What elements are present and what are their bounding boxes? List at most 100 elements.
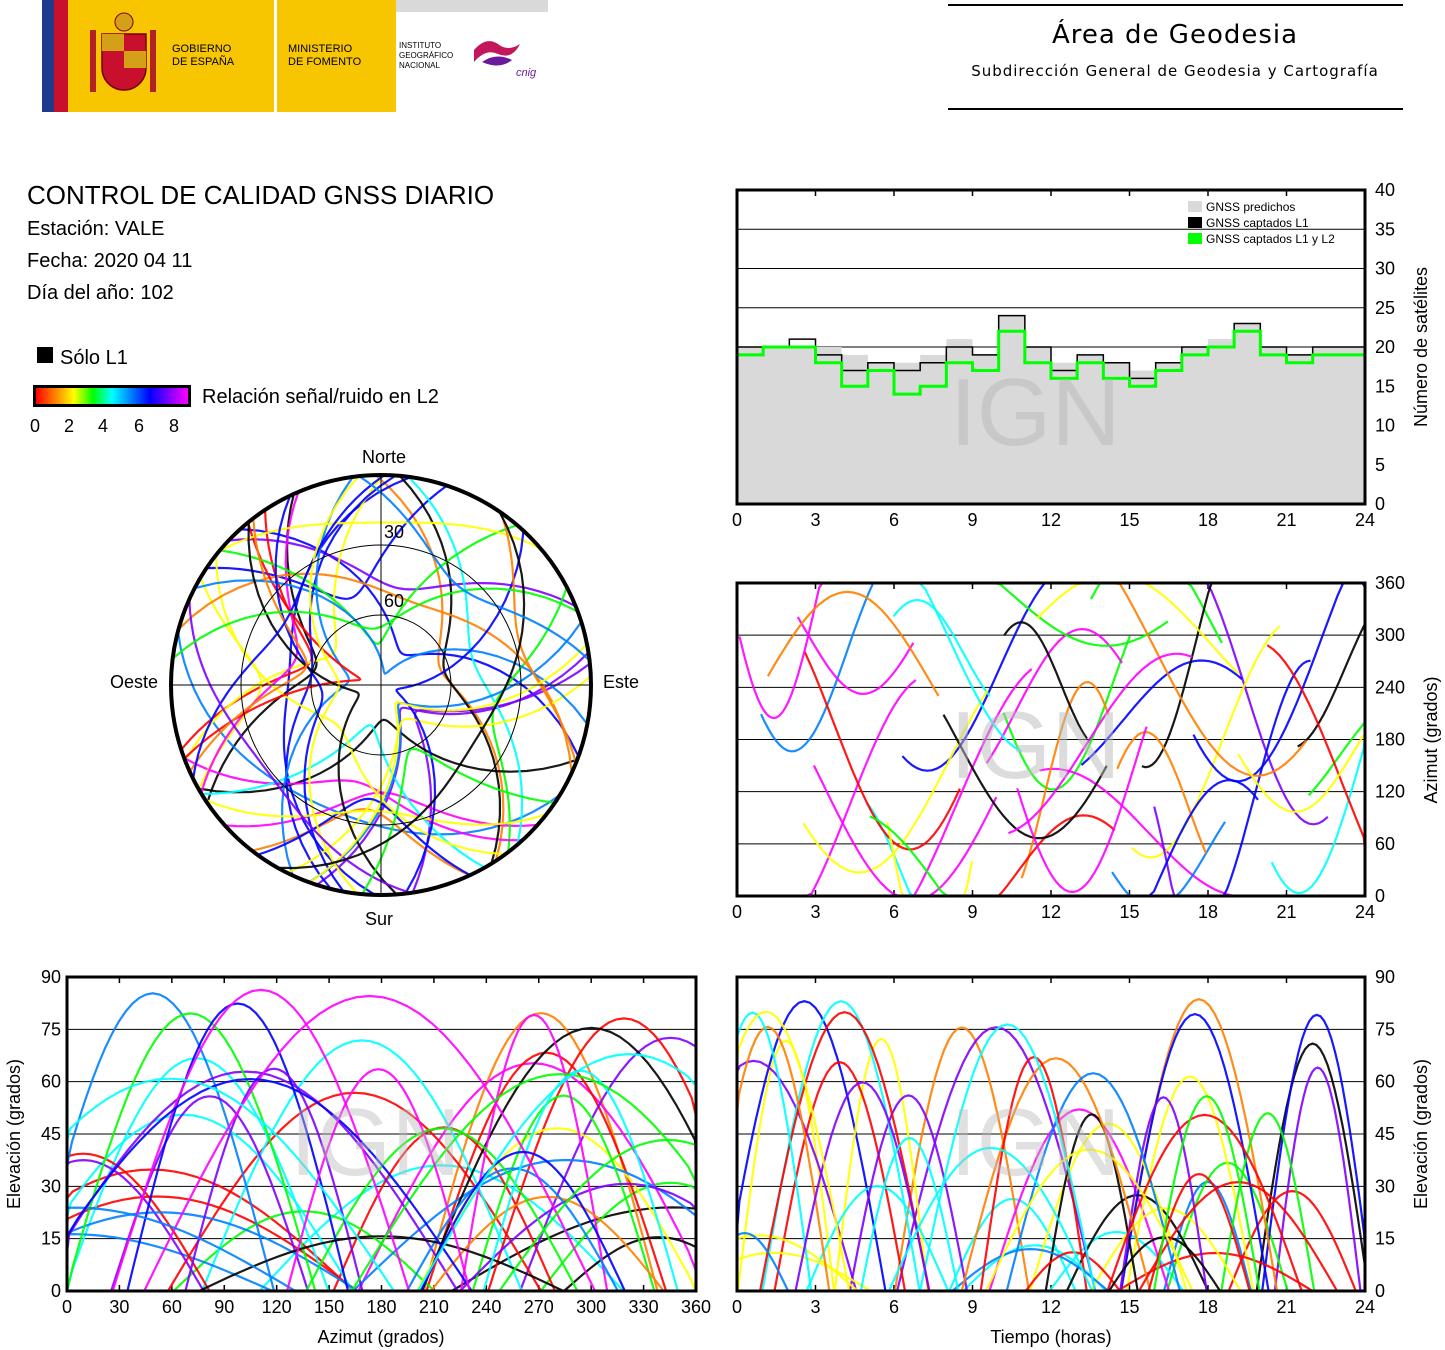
elevation-azimuth-ylabel: Elevación (grados) — [4, 1059, 24, 1209]
x-tick-label: 60 — [162, 1297, 182, 1317]
elevation-time-track — [1273, 1066, 1362, 1292]
sky-track — [240, 528, 580, 757]
azimuth-track — [985, 627, 1123, 764]
azimuth-track — [1192, 581, 1365, 783]
satellite-count-chart: IGN GNSS predichos GNSS captados L1 GNSS… — [732, 180, 1431, 530]
sky-track — [188, 598, 411, 894]
y-tick-label: 10 — [1375, 416, 1395, 436]
elevation-time-track — [805, 1184, 950, 1292]
watermark-ign-3: IGN — [290, 1089, 461, 1196]
elevation-time-track — [1024, 1251, 1121, 1292]
coat-of-arms-icon — [90, 12, 156, 92]
ign-line2: GEOGRÁFICO — [399, 51, 453, 60]
east-label: Este — [603, 672, 639, 692]
y-tick-label: 0 — [1375, 1281, 1385, 1301]
y-tick-label: 15 — [41, 1229, 61, 1249]
y-tick-label: 180 — [1375, 730, 1405, 750]
snr-tick-4: 4 — [98, 416, 109, 436]
elevation-time-track — [988, 1108, 1171, 1292]
x-tick-label: 300 — [576, 1297, 606, 1317]
ign-line3: NACIONAL — [399, 61, 440, 70]
x-tick-label: 18 — [1198, 1297, 1218, 1317]
snr-tick-8: 8 — [169, 416, 180, 436]
y-tick-label: 20 — [1375, 337, 1395, 357]
x-tick-label: 21 — [1276, 1297, 1296, 1317]
legend-predicted: GNSS predichos — [1206, 200, 1295, 214]
elevation-time-track — [960, 1057, 1152, 1292]
azimuth-track — [1007, 652, 1193, 835]
elevation-azimuth-track — [305, 1127, 579, 1292]
azimuth-track — [738, 581, 832, 720]
elevation-azimuth-track — [258, 1164, 625, 1292]
x-tick-label: 15 — [1119, 902, 1139, 922]
x-tick-label: 360 — [681, 1297, 711, 1317]
x-tick-label: 6 — [889, 1297, 899, 1317]
elevation-azimuth-track — [406, 1167, 619, 1292]
elevation-azimuth-track — [459, 1013, 609, 1292]
y-tick-label: 120 — [1375, 782, 1405, 802]
x-tick-label: 6 — [889, 510, 899, 530]
elevation-time-track — [1044, 1113, 1139, 1292]
elevation-time-track — [794, 1081, 931, 1292]
azimuth-track — [1016, 726, 1148, 894]
x-tick-label: 24 — [1355, 510, 1375, 530]
x-tick-label: 18 — [1198, 902, 1218, 922]
y-tick-label: 90 — [41, 967, 61, 987]
elevation-azimuth-track — [172, 1210, 436, 1292]
sky-track — [171, 587, 579, 660]
x-tick-label: 120 — [262, 1297, 292, 1317]
gov-line2: DE ESPAÑA — [172, 55, 235, 68]
elevation-azimuth-track — [143, 994, 596, 1292]
solo-l1-swatch — [37, 347, 53, 363]
elevation-time-track — [1089, 1207, 1242, 1292]
azimuth-track — [892, 598, 991, 697]
elevation-time-track — [896, 1026, 1097, 1292]
y-tick-label: 30 — [1375, 1176, 1395, 1196]
elevation-time-track — [1048, 1230, 1185, 1292]
azimuth-track — [1039, 767, 1235, 897]
skyplot-chart: 30 60 Norte Sur Este Oeste — [110, 447, 639, 929]
sky-track — [277, 511, 526, 870]
elevation-time-track — [893, 1026, 1030, 1292]
government-logo: GOBIERNO DE ESPAÑA MINISTERIO DE FOMENTO… — [42, 0, 548, 112]
sky-track — [201, 724, 486, 869]
y-tick-label: 0 — [51, 1281, 61, 1301]
elevation-azimuth-xlabel: Azimut (grados) — [317, 1327, 444, 1347]
cnig-logo-icon: cnig — [474, 41, 537, 79]
y-tick-label: 60 — [1375, 834, 1395, 854]
elevation-time-track — [1029, 1122, 1188, 1292]
report-title: CONTROL DE CALIDAD GNSS DIARIO — [27, 180, 495, 210]
y-tick-label: 45 — [1375, 1124, 1395, 1144]
elevation-azimuth-track — [201, 1039, 523, 1292]
sky-track — [398, 475, 501, 864]
elevation-time-track — [735, 1000, 887, 1292]
header-rule-top — [948, 4, 1403, 6]
north-label: Norte — [362, 447, 406, 467]
ministry-line2: DE FOMENTO — [288, 56, 362, 68]
x-tick-label: 3 — [810, 510, 820, 530]
y-tick-label: 75 — [1375, 1019, 1395, 1039]
azimuth-track — [1099, 581, 1308, 777]
elevation-azimuth-track — [471, 1094, 656, 1292]
azimuth-track — [1131, 625, 1281, 859]
x-tick-label: 270 — [524, 1297, 554, 1317]
elevation-time-track — [1106, 1113, 1303, 1292]
y-tick-label: 60 — [1375, 1072, 1395, 1092]
solo-l1-label: Sólo L1 — [60, 347, 128, 369]
x-tick-label: 15 — [1119, 510, 1139, 530]
x-tick-label: 12 — [1041, 902, 1061, 922]
y-tick-label: 75 — [41, 1019, 61, 1039]
cnig-label: cnig — [516, 67, 537, 79]
y-tick-label: 35 — [1375, 219, 1395, 239]
header-rule-bottom — [948, 108, 1403, 110]
sky-track — [407, 476, 524, 845]
elevation-azimuth-track — [416, 1127, 698, 1292]
area-subtitle: Subdirección General de Geodesia y Carto… — [971, 62, 1379, 80]
ring-60-label: 60 — [384, 591, 404, 611]
ign-line1: INSTITUTO — [399, 41, 441, 50]
y-tick-label: 30 — [1375, 259, 1395, 279]
azimuth-track — [802, 689, 989, 874]
x-tick-label: 15 — [1119, 1297, 1139, 1317]
x-tick-label: 24 — [1355, 902, 1375, 922]
